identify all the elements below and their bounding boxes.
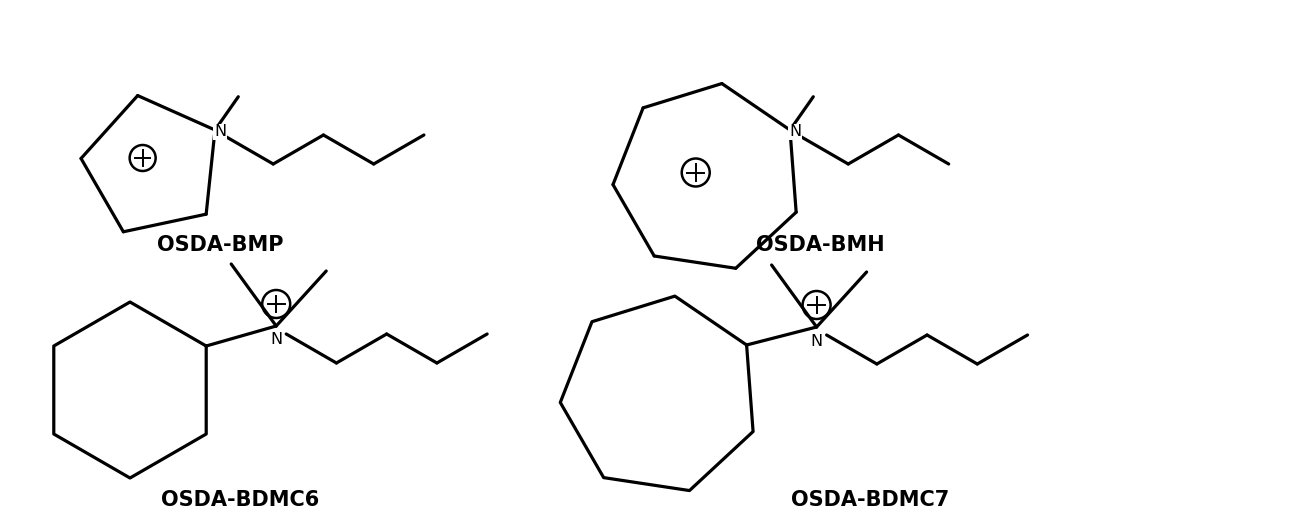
Text: N: N bbox=[810, 333, 823, 349]
Text: OSDA-BDMC6: OSDA-BDMC6 bbox=[161, 490, 318, 510]
Text: OSDA-BDMC7: OSDA-BDMC7 bbox=[790, 490, 949, 510]
Text: N: N bbox=[270, 333, 282, 348]
Text: OSDA-BMH: OSDA-BMH bbox=[755, 235, 884, 255]
Text: N: N bbox=[789, 124, 801, 140]
Text: N: N bbox=[214, 124, 226, 140]
Text: OSDA-BMP: OSDA-BMP bbox=[157, 235, 283, 255]
